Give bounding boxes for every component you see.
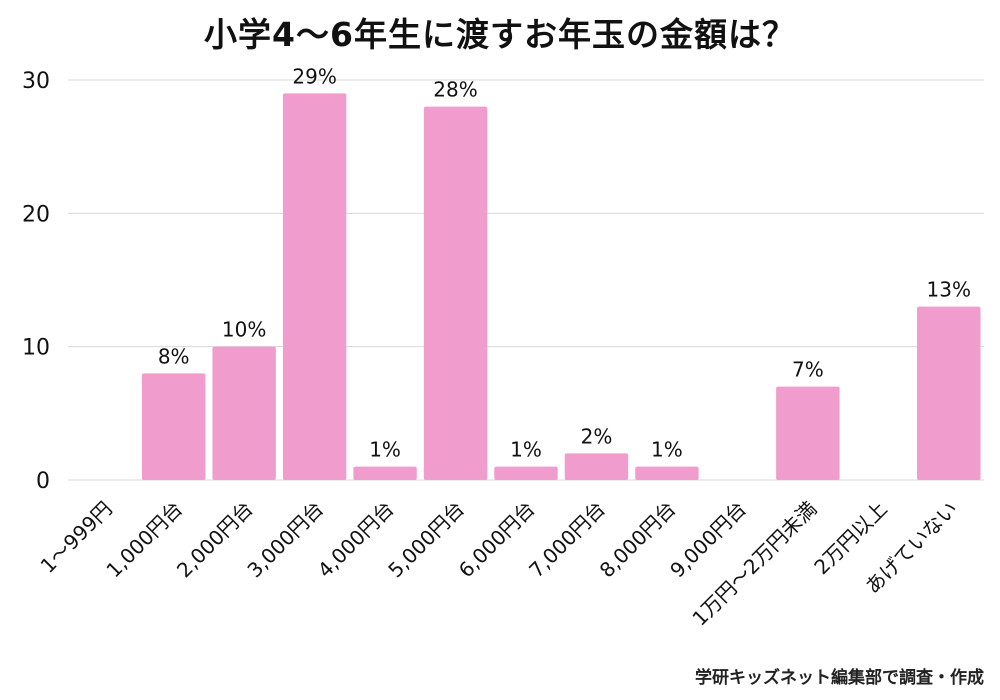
bar: [564, 453, 629, 480]
data-label: 29%: [292, 64, 336, 88]
x-tick-label: 2,000円台: [172, 497, 258, 583]
data-label: 28%: [433, 78, 477, 102]
bar: [353, 466, 417, 480]
x-axis-tick-labels: 1〜999円1,000円台2,000円台3,000円台4,000円台5,000円…: [36, 497, 963, 631]
data-label: 1%: [651, 438, 683, 462]
y-tick-label: 30: [22, 69, 50, 94]
bar: [141, 373, 206, 480]
y-axis-tick-labels: 0 10 20 30: [22, 69, 50, 494]
bar: [776, 386, 840, 480]
y-tick-label: 0: [36, 469, 50, 494]
bar: [423, 106, 488, 481]
x-tick-label: 6,000円台: [454, 497, 540, 583]
x-tick-label: 3,000円台: [242, 497, 328, 583]
x-tick-label: 7,000円台: [524, 497, 610, 583]
bar: [212, 346, 276, 480]
bars: [141, 93, 981, 481]
data-label: 2%: [581, 424, 613, 448]
x-tick-label: 5,000円台: [383, 497, 469, 583]
data-label: 8%: [158, 344, 190, 368]
x-tick-label: 1,000円台: [101, 497, 187, 583]
data-label: 1%: [369, 438, 401, 462]
bar: [494, 466, 558, 480]
y-tick-label: 20: [22, 202, 50, 227]
x-tick-label: 8,000円台: [595, 497, 681, 583]
data-label: 13%: [927, 278, 971, 302]
x-tick-label: 1万円〜2万円未満: [687, 497, 821, 631]
bar: [282, 93, 347, 480]
data-label: 7%: [792, 358, 824, 382]
data-label: 10%: [222, 318, 266, 342]
chart-title: 小学4〜6年生に渡すお年玉の金額は？: [204, 15, 796, 54]
source-note: 学研キッズネット編集部で調査・作成: [695, 668, 984, 688]
y-tick-label: 10: [22, 336, 50, 361]
data-label: 1%: [510, 438, 542, 462]
x-tick-label: 4,000円台: [313, 497, 399, 583]
bar: [635, 466, 699, 480]
data-labels: 8% 10% 29% 1% 28% 1% 2% 1% 7% 13%: [158, 64, 971, 461]
bar: [917, 306, 981, 480]
